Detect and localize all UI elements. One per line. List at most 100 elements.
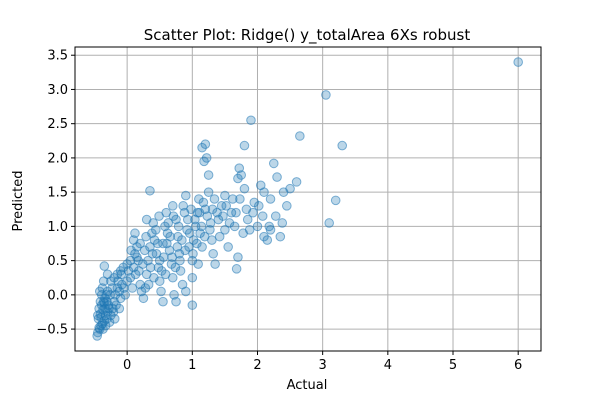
data-point bbox=[180, 286, 191, 297]
data-point bbox=[165, 231, 175, 242]
x-tick-label: 6 bbox=[514, 358, 522, 373]
data-point bbox=[295, 131, 305, 141]
data-point bbox=[209, 194, 220, 204]
data-point bbox=[158, 296, 168, 307]
y-tick-label: 0.0 bbox=[47, 288, 68, 303]
data-point bbox=[163, 218, 173, 228]
data-point bbox=[139, 245, 150, 256]
data-point bbox=[199, 231, 210, 242]
data-point bbox=[130, 228, 140, 239]
data-point bbox=[257, 211, 268, 221]
data-point bbox=[253, 201, 264, 211]
data-point bbox=[151, 225, 161, 235]
data-point bbox=[197, 242, 207, 252]
data-point bbox=[156, 286, 166, 297]
data-point bbox=[152, 238, 163, 249]
data-point bbox=[187, 272, 198, 283]
data-point bbox=[177, 235, 187, 245]
data-point bbox=[172, 242, 183, 252]
data-point bbox=[114, 303, 125, 314]
data-point bbox=[182, 214, 193, 225]
data-point bbox=[246, 115, 256, 126]
data-point bbox=[127, 283, 138, 293]
y-tick-label: 1.0 bbox=[47, 220, 68, 235]
x-tick-label: 1 bbox=[188, 358, 196, 373]
data-point bbox=[94, 286, 105, 297]
data-point bbox=[229, 221, 240, 232]
data-point bbox=[321, 90, 331, 100]
data-point bbox=[167, 252, 177, 262]
data-point bbox=[218, 211, 228, 221]
data-point bbox=[178, 201, 188, 211]
x-tick-label: 3 bbox=[319, 358, 327, 373]
data-point bbox=[202, 211, 213, 221]
data-point bbox=[277, 218, 288, 228]
data-point bbox=[99, 261, 110, 271]
data-point bbox=[173, 221, 184, 232]
data-point bbox=[171, 296, 181, 307]
data-point bbox=[285, 183, 295, 194]
data-point bbox=[324, 218, 334, 228]
data-point bbox=[168, 211, 179, 221]
data-point bbox=[330, 195, 341, 206]
data-point bbox=[203, 187, 214, 197]
y-tick-label: 3.0 bbox=[47, 83, 68, 98]
data-point bbox=[187, 300, 198, 310]
data-point bbox=[291, 177, 302, 187]
data-point bbox=[268, 158, 279, 169]
data-point bbox=[200, 139, 211, 150]
data-point bbox=[227, 194, 238, 204]
y-tick-label: 1.5 bbox=[47, 186, 68, 201]
data-point bbox=[248, 207, 258, 218]
data-points bbox=[92, 57, 523, 341]
y-tick-label: 0.5 bbox=[47, 254, 68, 269]
data-point bbox=[235, 194, 245, 204]
data-point bbox=[193, 259, 203, 269]
data-point bbox=[205, 225, 215, 235]
data-point bbox=[135, 238, 145, 249]
data-point bbox=[244, 225, 255, 235]
data-point bbox=[188, 248, 198, 259]
data-point bbox=[239, 183, 250, 194]
data-point bbox=[203, 170, 214, 180]
data-point bbox=[282, 201, 292, 211]
data-point bbox=[180, 245, 190, 256]
data-point bbox=[107, 283, 117, 293]
data-point bbox=[192, 238, 202, 249]
data-point bbox=[184, 228, 195, 239]
y-tick-label: 2.0 bbox=[47, 151, 68, 166]
data-point bbox=[147, 248, 158, 259]
data-point bbox=[196, 221, 207, 232]
plot-frame bbox=[74, 46, 542, 352]
data-point bbox=[145, 262, 156, 273]
data-point bbox=[264, 221, 275, 232]
y-axis-label: Predicted bbox=[11, 170, 26, 231]
data-point bbox=[154, 211, 164, 221]
data-point bbox=[130, 269, 141, 280]
data-point bbox=[137, 259, 148, 269]
data-point bbox=[513, 57, 523, 67]
x-axis-label: Actual bbox=[287, 378, 328, 393]
data-point bbox=[194, 207, 205, 218]
data-point bbox=[201, 153, 212, 163]
data-point bbox=[239, 140, 250, 151]
data-point bbox=[175, 266, 186, 276]
data-point bbox=[126, 245, 136, 256]
data-point bbox=[252, 221, 263, 232]
data-point bbox=[109, 314, 120, 324]
data-point bbox=[270, 211, 281, 221]
x-axis-ticks: 0 1 2 3 4 5 6 bbox=[123, 351, 522, 373]
data-point bbox=[186, 204, 196, 215]
data-point bbox=[220, 225, 230, 235]
data-point bbox=[141, 231, 151, 242]
x-tick-label: 2 bbox=[253, 358, 261, 373]
data-point bbox=[118, 262, 129, 273]
y-axis-ticks: −0.5 0.0 0.5 1.0 1.5 2.0 2.5 3.0 3.5 bbox=[36, 49, 75, 338]
y-tick-label: 3.5 bbox=[47, 49, 68, 64]
data-point bbox=[272, 172, 282, 182]
y-tick-label: −0.5 bbox=[36, 323, 68, 338]
data-point bbox=[149, 272, 159, 283]
data-point bbox=[231, 207, 241, 218]
data-point bbox=[190, 214, 200, 225]
